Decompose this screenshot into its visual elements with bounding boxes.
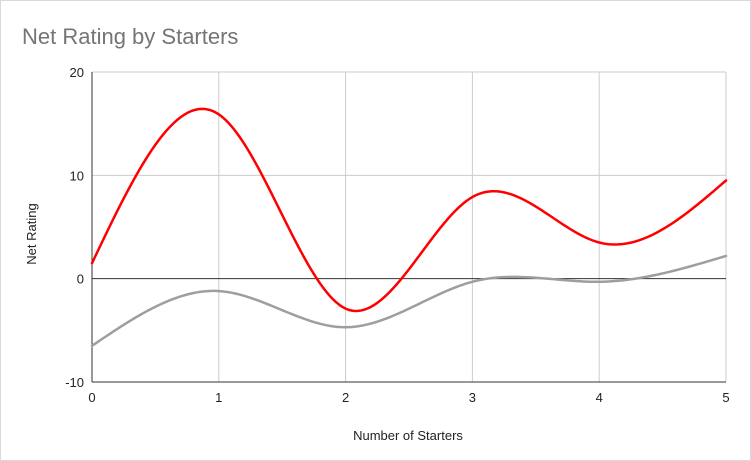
x-tick-label: 4	[596, 390, 603, 405]
series-line	[90, 254, 728, 348]
x-tick-label: 0	[88, 390, 95, 405]
y-tick-label: 10	[70, 168, 84, 183]
series-line	[90, 107, 728, 313]
x-tick-label: 1	[215, 390, 222, 405]
tick-labels: 0 1 2 3 4 5 -10 0 10 20	[65, 65, 729, 405]
x-tick-label: 5	[722, 390, 729, 405]
x-tick-label: 3	[469, 390, 476, 405]
chart-title: Net Rating by Starters	[22, 24, 238, 49]
x-tick-label: 2	[342, 390, 349, 405]
x-axis-title: Number of Starters	[353, 428, 463, 443]
y-tick-label: 0	[77, 272, 84, 287]
y-axis-title: Net Rating	[24, 203, 39, 264]
grid	[91, 71, 727, 383]
y-tick-label: -10	[65, 375, 84, 390]
series-layer	[90, 107, 728, 348]
y-tick-label: 20	[70, 65, 84, 80]
